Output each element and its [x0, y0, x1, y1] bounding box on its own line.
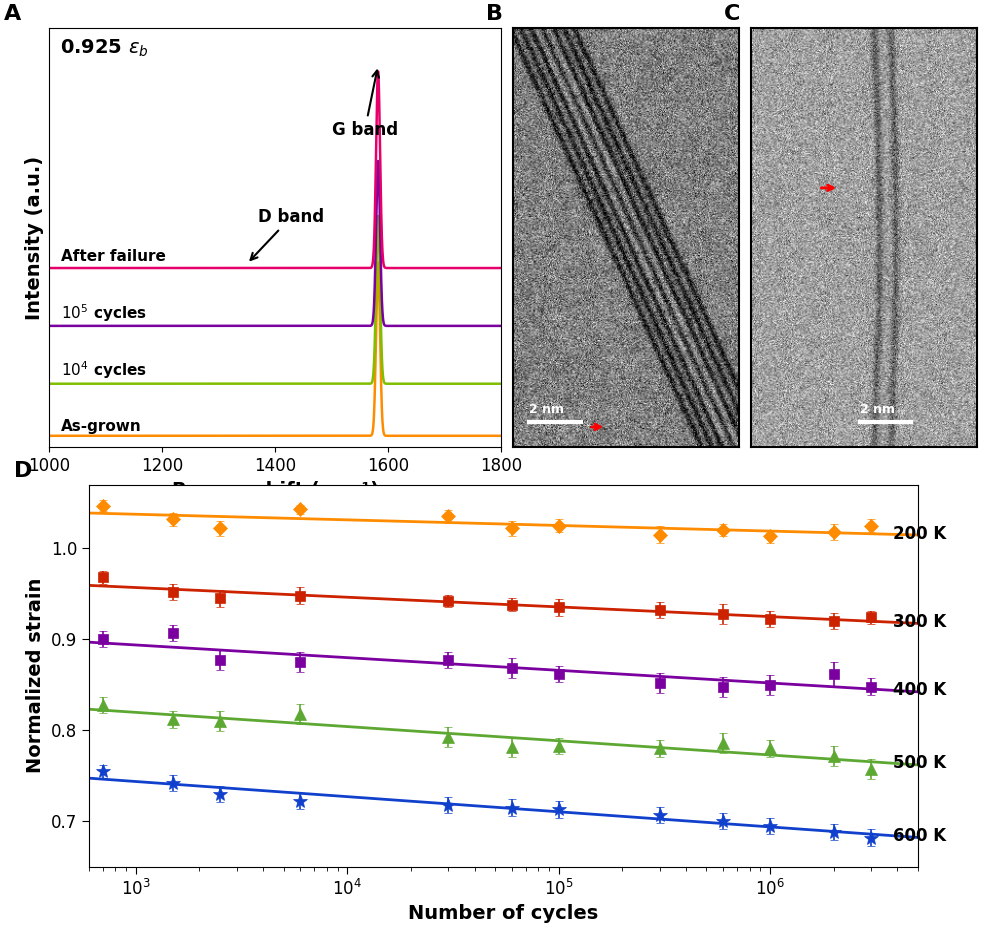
Text: 2 nm: 2 nm — [528, 404, 564, 417]
Text: B: B — [486, 4, 503, 23]
Text: C: C — [724, 4, 740, 23]
Y-axis label: Normalized strain: Normalized strain — [26, 578, 45, 774]
Text: A: A — [4, 4, 22, 23]
Text: 2 nm: 2 nm — [859, 404, 893, 417]
X-axis label: Number of cycles: Number of cycles — [408, 904, 598, 924]
Text: 400 K: 400 K — [891, 681, 945, 699]
Text: G band: G band — [331, 71, 397, 139]
Text: 200 K: 200 K — [891, 526, 945, 543]
Text: 500 K: 500 K — [891, 754, 945, 773]
X-axis label: Raman shift (cm⁻¹): Raman shift (cm⁻¹) — [172, 481, 379, 500]
Text: 0.925 $\varepsilon_b$: 0.925 $\varepsilon_b$ — [59, 38, 148, 60]
Text: $10^5$ cycles: $10^5$ cycles — [60, 302, 147, 323]
Text: 600 K: 600 K — [891, 827, 945, 844]
Text: 300 K: 300 K — [891, 613, 945, 631]
Text: D: D — [14, 461, 33, 481]
Text: After failure: After failure — [60, 249, 166, 264]
Text: $10^4$ cycles: $10^4$ cycles — [60, 360, 147, 381]
Text: As-grown: As-grown — [60, 419, 141, 434]
Text: D band: D band — [250, 208, 324, 260]
Y-axis label: Intensity (a.u.): Intensity (a.u.) — [25, 156, 43, 320]
